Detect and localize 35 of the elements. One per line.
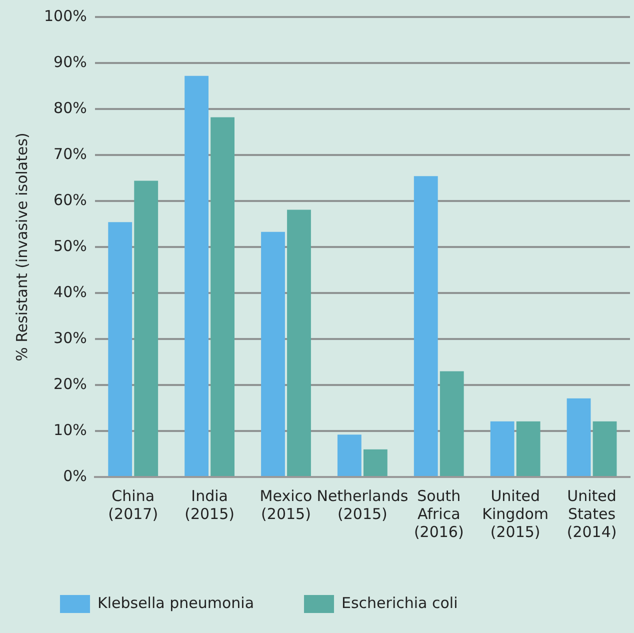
y-axis-title: % Resistant (invasive isolates) (12, 132, 31, 362)
bar (261, 232, 285, 476)
y-tick-label: 60% (54, 190, 87, 209)
bar (516, 421, 540, 476)
y-tick-label: 70% (54, 144, 87, 163)
x-tick-label: Mexico (2015) (260, 486, 312, 523)
legend-label: Klebsella pneumonia (98, 594, 254, 612)
y-tick-label: 10% (54, 420, 87, 439)
y-tick-label: 40% (54, 282, 87, 301)
bar (184, 76, 209, 476)
bar (134, 180, 158, 476)
bar (414, 176, 438, 476)
x-tick-label: China (2017) (108, 486, 158, 523)
bar (566, 398, 591, 476)
legend-label: Escherichia coli (342, 594, 458, 612)
bar (108, 222, 132, 476)
y-tick-label: 30% (54, 328, 87, 347)
x-tick-label: United Kingdom (2015) (482, 486, 549, 541)
y-tick-label: 80% (54, 98, 87, 117)
x-tick-label: South Africa (2016) (414, 486, 464, 541)
bar (337, 434, 362, 476)
bar (490, 421, 514, 476)
y-tick-label: 20% (54, 374, 87, 393)
x-tick-label: Netherlands (2015) (316, 486, 408, 523)
bar (210, 117, 235, 476)
y-tick-label: 90% (54, 52, 87, 71)
x-tick-label: India (2015) (184, 486, 234, 523)
bar (363, 449, 388, 476)
bar (440, 371, 464, 476)
y-tick-label: 100% (44, 6, 87, 25)
y-tick-label: 0% (63, 466, 87, 485)
bar (592, 421, 617, 476)
bar (287, 210, 311, 476)
x-tick-label: United States (2014) (566, 486, 617, 541)
y-tick-label: 50% (54, 236, 87, 255)
